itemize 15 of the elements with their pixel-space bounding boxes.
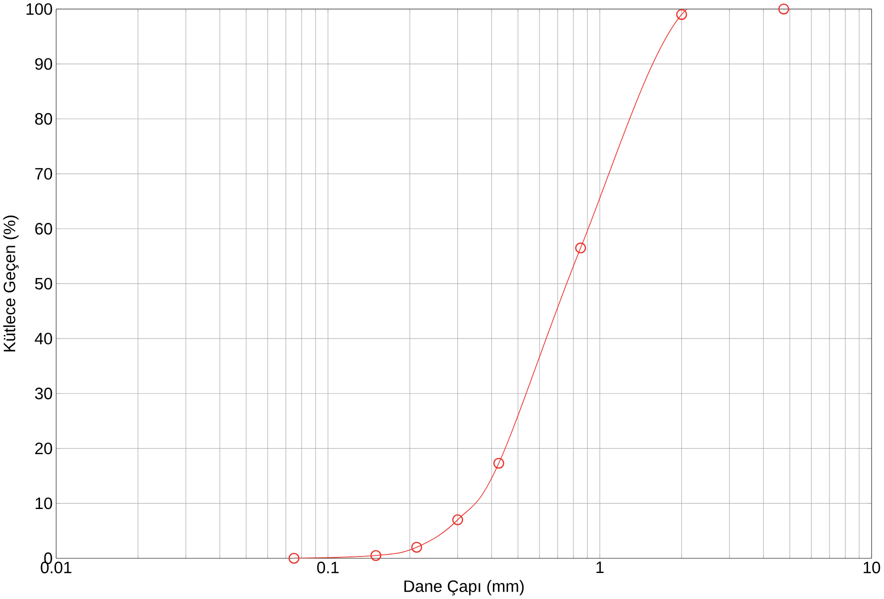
y-tick-label: 50 xyxy=(35,278,52,290)
x-tick-label: 0.1 xyxy=(317,562,339,574)
x-axis-title: Dane Çapı (mm) xyxy=(404,580,524,596)
x-tick-label: 10 xyxy=(864,562,880,574)
y-axis-title: Kütlece Geçen (%) xyxy=(3,216,19,352)
y-tick-label: 10 xyxy=(36,498,52,510)
y-tick-label: 90 xyxy=(35,58,52,70)
y-tick-label: 40 xyxy=(34,332,52,345)
y-tick-label: 30 xyxy=(35,388,52,400)
y-tick-label: 20 xyxy=(35,442,52,454)
y-tick-label: 70 xyxy=(35,168,52,180)
x-tick-label: 1 xyxy=(596,562,604,574)
y-tick-label: 80 xyxy=(35,113,52,125)
y-tick-label: 60 xyxy=(35,223,52,235)
y-tick-label: 100 xyxy=(26,3,52,16)
